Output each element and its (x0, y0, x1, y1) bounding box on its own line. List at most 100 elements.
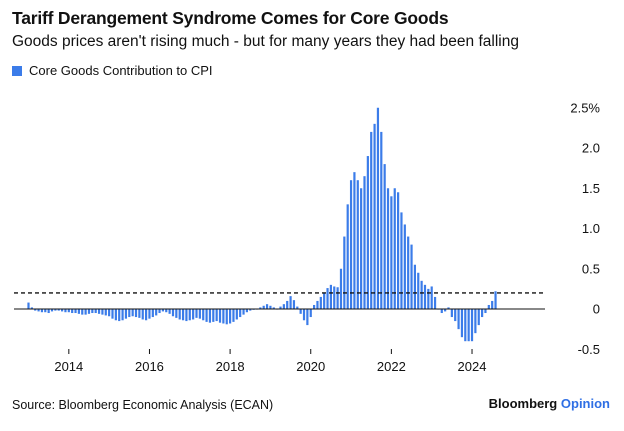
bar (484, 309, 487, 314)
bar (111, 309, 114, 319)
bar (50, 309, 54, 312)
bar (54, 309, 57, 311)
bar (420, 280, 423, 309)
bar (417, 272, 420, 309)
y-tick-label: 0.5 (582, 261, 600, 276)
bar (77, 309, 80, 314)
brand-logo: Bloomberg Opinion (489, 396, 610, 411)
bar (494, 291, 497, 309)
bar (363, 176, 366, 309)
bar (131, 309, 134, 317)
bar (222, 309, 225, 324)
x-tick-label: 2020 (296, 359, 325, 374)
bar (47, 309, 50, 314)
bar (192, 309, 195, 320)
legend-label: Core Goods Contribution to CPI (29, 63, 213, 78)
bars-group (27, 107, 497, 342)
bar (235, 309, 238, 320)
bar (202, 309, 205, 321)
bar (145, 309, 148, 321)
bar (467, 309, 470, 342)
y-tick-label: 1.5 (582, 181, 600, 196)
bar (108, 309, 111, 317)
bar (481, 309, 484, 318)
bar (181, 309, 185, 321)
y-tick-label: -0.5 (578, 342, 600, 357)
y-tick-label: 2.5% (570, 100, 600, 115)
bar (299, 309, 302, 314)
bar (229, 309, 232, 324)
bar (477, 309, 480, 326)
bar (329, 284, 332, 309)
bar (413, 264, 416, 309)
legend-swatch (12, 65, 22, 76)
bar (444, 309, 447, 312)
bar (87, 309, 91, 314)
bar (84, 309, 87, 315)
bar (265, 304, 269, 309)
bar (410, 244, 413, 309)
bar (218, 309, 222, 323)
bar (242, 309, 245, 315)
bar (114, 309, 117, 321)
bar (57, 309, 60, 311)
brand-accent: Opinion (560, 396, 610, 411)
bar (121, 309, 124, 321)
bar (326, 288, 329, 309)
bar (454, 309, 457, 322)
y-tick-label: 1.0 (582, 221, 600, 236)
bar (178, 309, 181, 320)
bar (245, 309, 248, 313)
bar (427, 288, 430, 310)
bar (457, 309, 460, 330)
bar (74, 309, 77, 314)
bar (208, 309, 212, 323)
bar (128, 309, 131, 318)
bar (155, 309, 158, 316)
bar (141, 309, 144, 320)
bar (360, 188, 363, 309)
bar (487, 304, 490, 309)
bar (366, 156, 369, 309)
bar (185, 309, 188, 322)
bar (376, 107, 380, 309)
x-axis-ticks: 2014 2016 2018 2020 2022 2024 (54, 349, 486, 374)
bar (134, 309, 138, 318)
bar (309, 309, 312, 318)
bar (30, 307, 33, 309)
bar (430, 286, 433, 309)
bar (323, 292, 326, 309)
chart-title: Tariff Derangement Syndrome Comes for Co… (12, 8, 449, 28)
bar (71, 309, 74, 314)
bar (104, 309, 107, 316)
bar (289, 296, 292, 309)
bar (390, 196, 393, 309)
bar (279, 306, 282, 309)
bar (380, 131, 383, 309)
bar (400, 212, 403, 309)
bar (37, 309, 40, 312)
bar (440, 309, 443, 314)
bar (94, 309, 97, 314)
bar (313, 304, 316, 309)
x-tick-label: 2018 (216, 359, 245, 374)
bar (397, 192, 400, 309)
y-tick-label: 2.0 (582, 141, 600, 156)
bar (460, 309, 464, 338)
bar (175, 309, 178, 318)
bar (470, 309, 474, 342)
bar (97, 309, 101, 314)
bar (423, 284, 427, 309)
x-tick-label: 2024 (458, 359, 487, 374)
bar (212, 309, 215, 322)
bar (171, 309, 175, 317)
bar (205, 309, 208, 322)
bar (232, 309, 235, 322)
bar (346, 204, 349, 309)
legend: Core Goods Contribution to CPI (12, 63, 213, 78)
bar (269, 305, 272, 309)
bar (373, 123, 376, 309)
bar (450, 309, 453, 318)
bar (370, 131, 373, 309)
